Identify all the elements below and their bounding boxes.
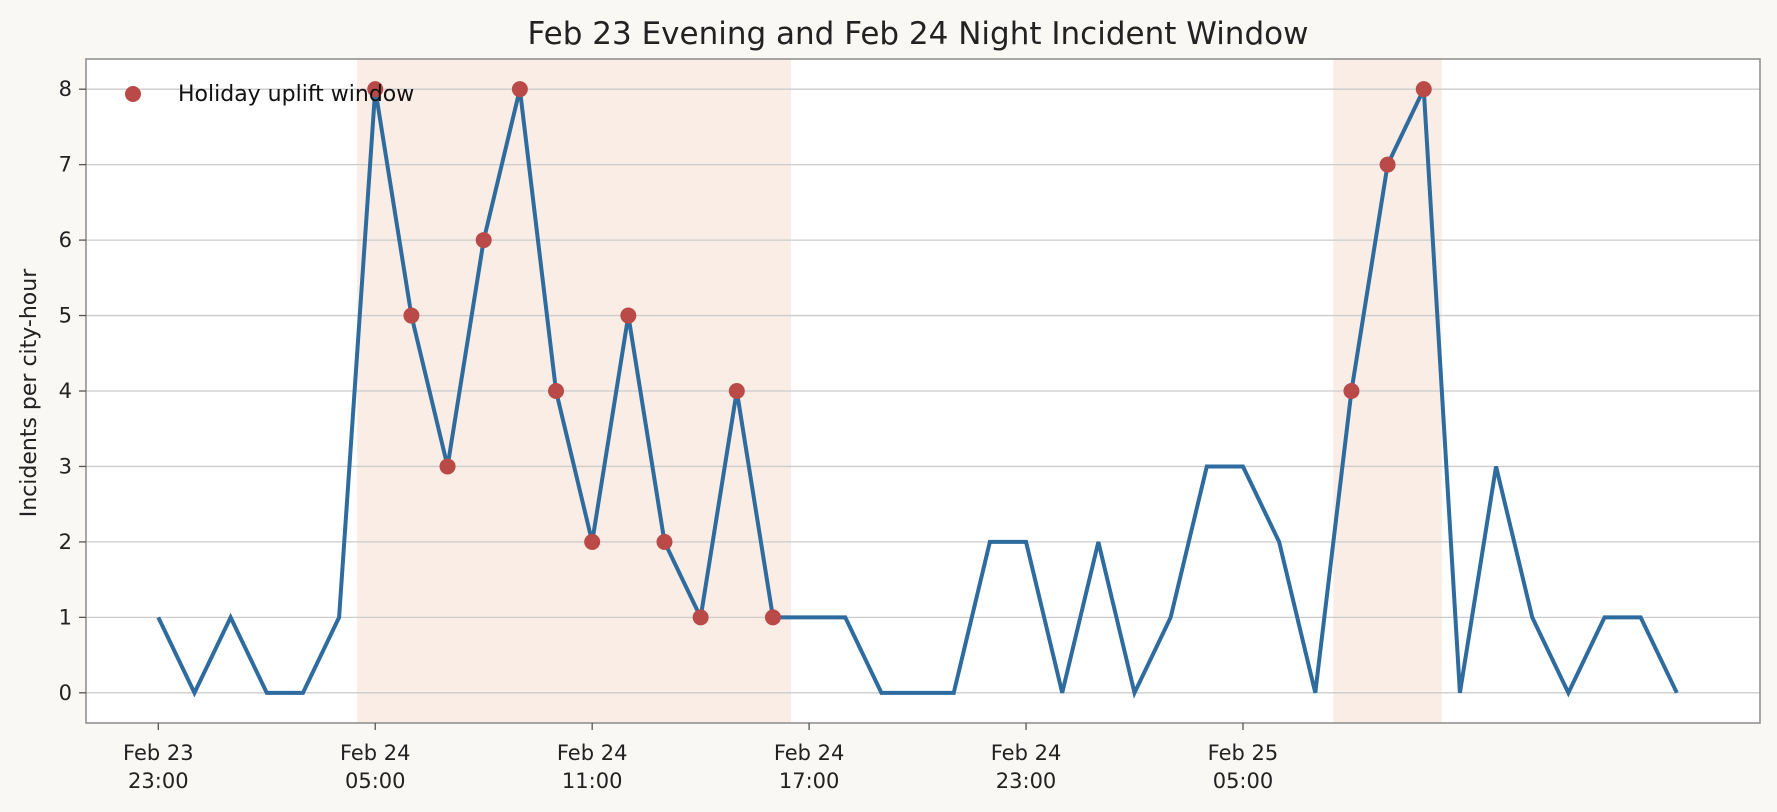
x-tick-label-7-time: 05:00	[1213, 769, 1274, 793]
highlight-point-10	[692, 609, 709, 626]
legend-marker	[125, 86, 141, 102]
y-tick-label-8: 8	[59, 77, 72, 101]
x-tick-label-4-time: 11:00	[562, 769, 623, 793]
legend: Holiday uplift window	[125, 82, 414, 107]
x-tick-label-6-time: 23:00	[996, 769, 1057, 793]
x-tick-label-2-date: Feb 23	[123, 741, 194, 765]
highlight-point-4	[475, 232, 492, 249]
y-tick-label-4: 4	[59, 379, 72, 403]
y-tick-label-0: 0	[59, 681, 72, 705]
highlight-point-13	[1343, 383, 1360, 399]
highlight-points	[367, 81, 1432, 626]
y-tick-label-2: 2	[59, 530, 72, 554]
y-tick-label-5: 5	[59, 304, 72, 328]
x-tick-label-3-time: 05:00	[345, 769, 406, 793]
highlight-point-14	[1379, 156, 1396, 173]
x-tick-label-3-date: Feb 24	[340, 741, 411, 765]
legend-label: Holiday uplift window	[178, 82, 414, 107]
highlight-point-6	[548, 383, 565, 399]
y-tick-label-6: 6	[59, 228, 72, 252]
y-axis-ticks: 0 1 2 3 4 5 6 7 8	[59, 77, 86, 705]
y-tick-label-7: 7	[59, 153, 72, 177]
x-tick-label-5-date: Feb 24	[774, 741, 845, 765]
x-tick-label-4-date: Feb 24	[557, 741, 628, 765]
highlight-point-1	[367, 81, 384, 98]
y-tick-label-3: 3	[59, 454, 72, 478]
highlight-point-11	[728, 383, 745, 399]
x-tick-label-5-time: 17:00	[779, 769, 840, 793]
x-tick-label-6-date: Feb 24	[991, 741, 1062, 765]
highlight-point-12	[764, 609, 781, 626]
highlight-point-8	[620, 307, 637, 324]
highlight-point-2	[403, 307, 420, 324]
highlight-point-9	[656, 533, 673, 550]
y-axis-label: Incidents per city-hour	[17, 268, 42, 517]
highlight-point-5	[511, 81, 528, 98]
highlight-point-3	[439, 458, 456, 475]
y-tick-label-1: 1	[59, 605, 72, 629]
x-tick-label-2-time: 23:00	[128, 769, 189, 793]
highlight-point-7	[584, 533, 601, 550]
highlight-point-15	[1415, 81, 1432, 98]
chart-title: Feb 23 Evening and Feb 24 Night Incident…	[528, 16, 1309, 52]
x-tick-label-7-date: Feb 25	[1208, 741, 1279, 765]
